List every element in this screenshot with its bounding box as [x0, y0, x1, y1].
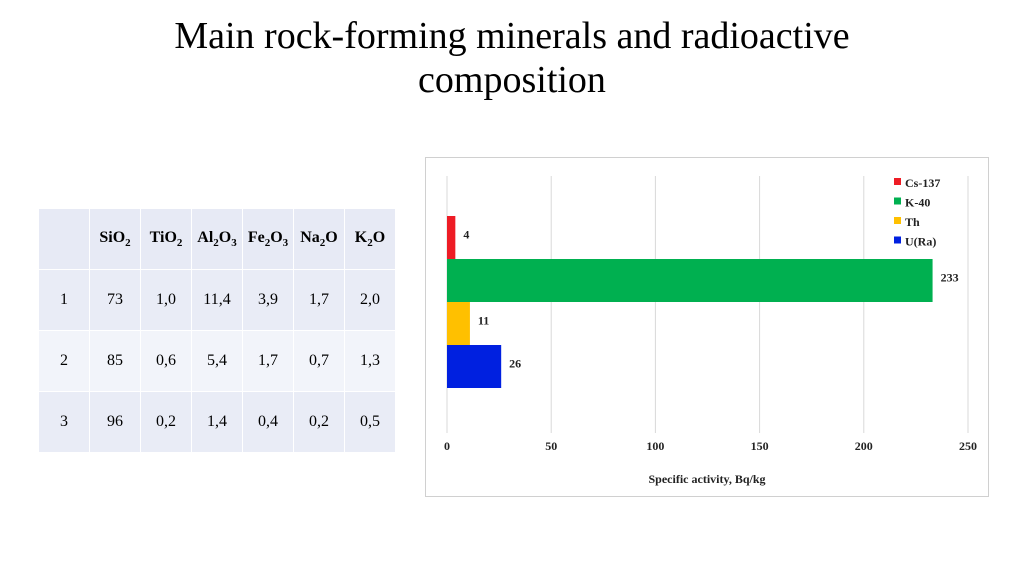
table-cell: 1,3	[344, 330, 396, 392]
x-tick-label: 100	[646, 439, 664, 453]
table-cell: 0,2	[140, 391, 192, 453]
bar-th	[447, 302, 470, 345]
x-tick-label: 250	[959, 439, 977, 453]
activity-bar-chart: 0 50 100 150 200 250 4 233 11 26 Specific activity…	[444, 176, 977, 486]
table-header-row: SiO2 TiO2 Al2O3 Fe2O3 Na2O K2O	[38, 208, 396, 270]
table-header-5: K2O	[344, 208, 396, 270]
table-cell: 1,7	[293, 269, 345, 331]
legend-label: Th	[905, 215, 920, 229]
table-cell: 0,4	[242, 391, 294, 453]
table-row: 3 96 0,2 1,4 0,4 0,2 0,5	[38, 391, 396, 453]
bar-u-ra-	[447, 345, 502, 388]
table-row: 1 73 1,0 11,4 3,9 1,7 2,0	[38, 269, 396, 331]
data-label: 26	[509, 356, 521, 370]
data-label: 4	[463, 227, 469, 241]
composition-table: SiO2 TiO2 Al2O3 Fe2O3 Na2O K2O 1 73 1,0 11,4 3,9 1…	[38, 208, 396, 453]
table-cell: 73	[89, 269, 141, 331]
table-cell: 1,0	[140, 269, 192, 331]
table-corner-cell	[38, 208, 90, 270]
title-line-2: composition	[418, 59, 606, 101]
legend-label: K-40	[905, 195, 930, 209]
legend-swatch	[894, 178, 901, 185]
row-number: 3	[38, 391, 90, 453]
table-header-1: TiO2	[140, 208, 192, 270]
table-cell: 11,4	[191, 269, 243, 331]
bar-k-40	[447, 259, 933, 302]
x-tick-label: 50	[545, 439, 557, 453]
x-tick-label: 200	[855, 439, 873, 453]
x-axis-label: Specific activity, Bq/kg	[649, 472, 766, 486]
table-cell: 3,9	[242, 269, 294, 331]
table-cell: 0,6	[140, 330, 192, 392]
table-cell: 0,7	[293, 330, 345, 392]
table-row: 2 85 0,6 5,4 1,7 0,7 1,3	[38, 330, 396, 392]
table-cell: 0,2	[293, 391, 345, 453]
row-number: 2	[38, 330, 90, 392]
table-cell: 96	[89, 391, 141, 453]
table-header-2: Al2O3	[191, 208, 243, 270]
table-cell: 1,4	[191, 391, 243, 453]
legend-label: U(Ra)	[905, 234, 936, 248]
legend-label: Cs-137	[905, 176, 940, 190]
table-cell: 0,5	[344, 391, 396, 453]
x-tick-label: 0	[444, 439, 450, 453]
table-header-4: Na2O	[293, 208, 345, 270]
row-number: 1	[38, 269, 90, 331]
table-header-0: SiO2	[89, 208, 141, 270]
table-cell: 1,7	[242, 330, 294, 392]
legend-swatch	[894, 197, 901, 205]
bar-cs-137	[447, 216, 456, 259]
data-label: 233	[941, 270, 959, 284]
table-header-3: Fe2O3	[242, 208, 294, 270]
title-line-1: Main rock-forming minerals and radioacti…	[174, 15, 850, 57]
legend-swatch	[894, 236, 901, 244]
chart-container: 0 50 100 150 200 250 4 233 11 26 Specific activity…	[425, 157, 989, 497]
x-tick-label: 150	[751, 439, 769, 453]
table-cell: 85	[89, 330, 141, 392]
legend-swatch	[894, 217, 901, 224]
data-label: 11	[478, 313, 489, 327]
slide-title: Main rock-forming minerals and radioacti…	[0, 14, 1024, 102]
table-cell: 5,4	[191, 330, 243, 392]
table-cell: 2,0	[344, 269, 396, 331]
